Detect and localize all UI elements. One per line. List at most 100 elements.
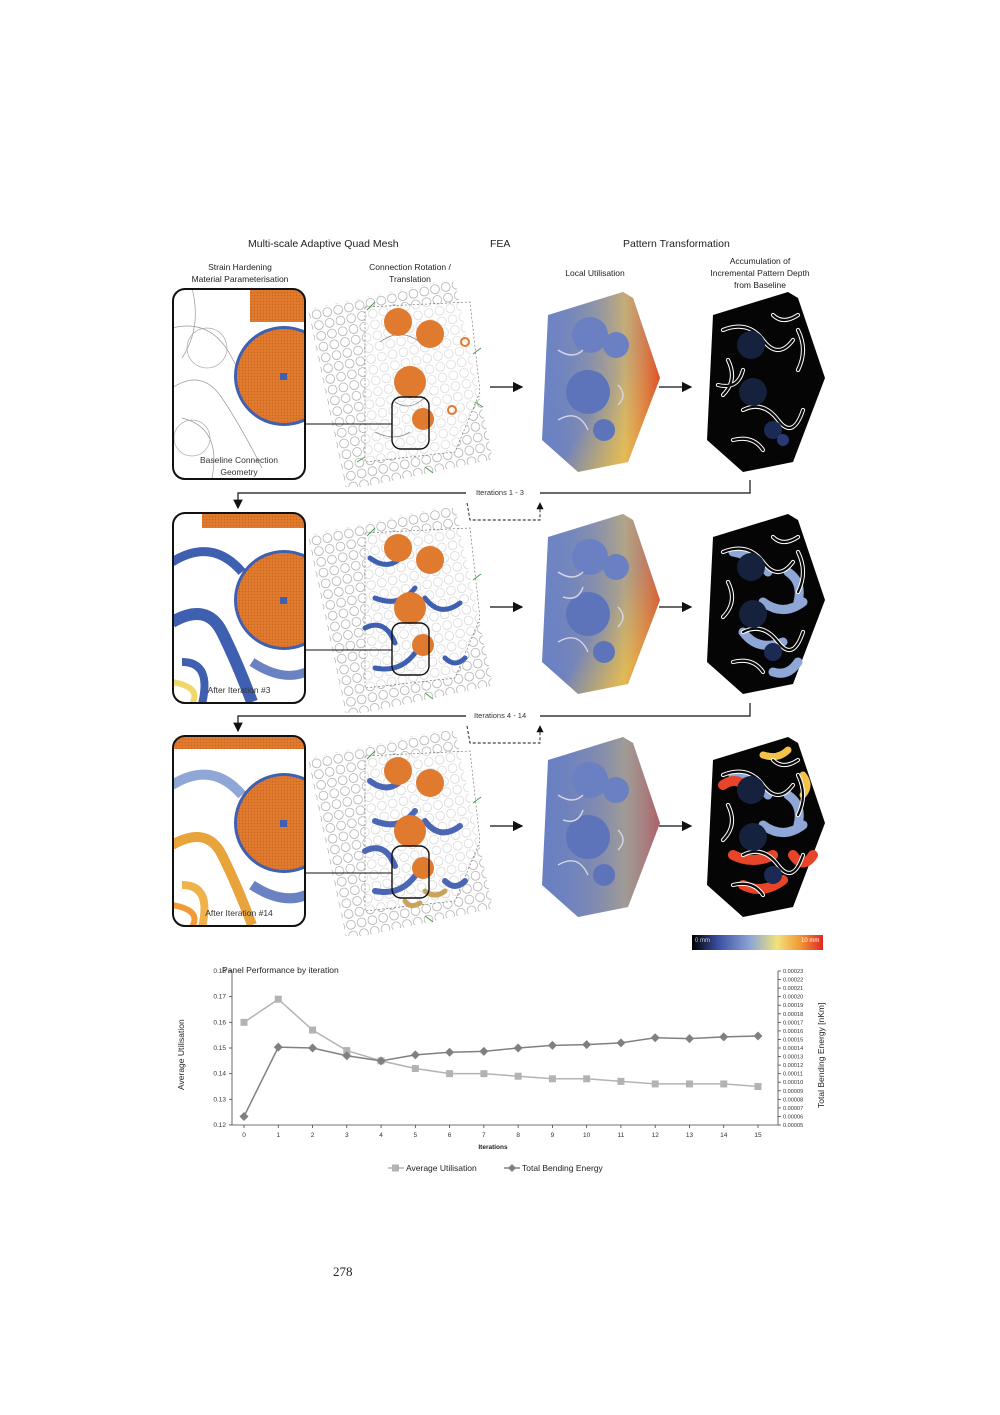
row3-caption: After Iteration #14 bbox=[180, 907, 298, 919]
y-tick-label: 0.14 bbox=[213, 1071, 226, 1078]
subheader-strain-line2: Material Parameterisation bbox=[191, 274, 289, 284]
data-point-total-bending-energy bbox=[753, 1031, 763, 1041]
y2-tick-label: 0.00016 bbox=[783, 1029, 803, 1035]
data-point-average-utilisation bbox=[617, 1077, 625, 1085]
x-tick-label: 1 bbox=[276, 1132, 280, 1139]
row3-caption-line1: After Iteration #14 bbox=[205, 908, 273, 918]
data-point-total-bending-energy bbox=[719, 1032, 729, 1042]
y-tick-label: 0.17 bbox=[213, 994, 226, 1001]
row1-arrow-to-fea bbox=[490, 381, 524, 393]
data-point-total-bending-energy bbox=[445, 1047, 455, 1057]
row2-arrow-to-fea bbox=[490, 601, 524, 613]
y2-tick-label: 0.00021 bbox=[783, 986, 803, 992]
colorbar-max-label: 10 mm bbox=[801, 938, 820, 944]
chart-title: Panel Performance by iteration bbox=[222, 965, 339, 975]
header-fea: FEA bbox=[490, 238, 511, 250]
y-tick-label: 0.18 bbox=[213, 968, 226, 975]
y2-tick-label: 0.00020 bbox=[783, 995, 803, 1001]
row2-caption: After Iteration #3 bbox=[180, 684, 298, 696]
data-point-average-utilisation bbox=[548, 1075, 556, 1083]
y2-tick-label: 0.00007 bbox=[783, 1106, 803, 1112]
data-point-total-bending-energy bbox=[410, 1050, 420, 1060]
row1-arrow-to-pattern bbox=[659, 381, 693, 393]
legend-average-utilisation: Average Utilisation bbox=[406, 1163, 477, 1173]
x-tick-label: 5 bbox=[414, 1132, 418, 1139]
data-point-total-bending-energy bbox=[582, 1040, 592, 1050]
y-tick-label: 0.13 bbox=[213, 1096, 226, 1103]
colorbar bbox=[692, 935, 823, 950]
data-point-average-utilisation bbox=[685, 1080, 693, 1088]
data-point-total-bending-energy bbox=[650, 1033, 660, 1043]
data-point-average-utilisation bbox=[240, 1018, 248, 1026]
header-pattern: Pattern Transformation bbox=[623, 238, 730, 250]
data-point-average-utilisation bbox=[754, 1083, 762, 1090]
legend-marker-square bbox=[392, 1164, 399, 1172]
x-tick-label: 4 bbox=[379, 1132, 383, 1139]
subheader-strain: Strain Hardening Material Parameterisati… bbox=[175, 261, 305, 285]
subheader-accum-line2: Incremental Pattern Depth bbox=[710, 268, 810, 278]
y2-tick-label: 0.00018 bbox=[783, 1012, 803, 1018]
data-point-total-bending-energy bbox=[308, 1043, 318, 1053]
y2-tick-label: 0.00012 bbox=[783, 1063, 803, 1069]
y-tick-label: 0.16 bbox=[213, 1019, 226, 1026]
row2-caption-line1: After Iteration #3 bbox=[207, 685, 271, 695]
x-tick-label: 7 bbox=[482, 1132, 486, 1139]
row3-arrow-to-fea bbox=[490, 820, 524, 832]
subheader-accum-line1: Accumulation of bbox=[729, 256, 791, 266]
y2-tick-label: 0.00011 bbox=[783, 1072, 803, 1078]
row1-pattern-panel bbox=[707, 292, 825, 472]
y2-tick-label: 0.00022 bbox=[783, 978, 803, 984]
row2-fea-panel bbox=[542, 514, 660, 694]
x-tick-label: 14 bbox=[720, 1132, 728, 1139]
legend-marker-diamond bbox=[508, 1164, 516, 1172]
header-mesh: Multi-scale Adaptive Quad Mesh bbox=[248, 238, 399, 250]
data-point-average-utilisation bbox=[583, 1075, 591, 1083]
data-point-average-utilisation bbox=[309, 1026, 317, 1034]
y-axis-label: Average Utilisation bbox=[176, 1019, 186, 1090]
series-line-total-bending-energy bbox=[243, 1035, 759, 1117]
page-number: 278 bbox=[333, 1264, 353, 1279]
row1-caption-line2: Geometry bbox=[220, 467, 258, 477]
data-point-total-bending-energy bbox=[513, 1043, 523, 1053]
data-point-total-bending-energy bbox=[376, 1056, 386, 1066]
x-axis-label: Iterations bbox=[478, 1144, 508, 1151]
data-point-total-bending-energy bbox=[239, 1111, 249, 1121]
row2-arrow-to-pattern bbox=[659, 601, 693, 613]
data-point-average-utilisation bbox=[343, 1047, 351, 1055]
y2-axis-label: Total Bending Energy [nKm] bbox=[816, 1003, 826, 1108]
y2-tick-label: 0.00008 bbox=[783, 1097, 803, 1103]
y2-tick-label: 0.00009 bbox=[783, 1089, 803, 1095]
subheader-connection: Connection Rotation / Translation bbox=[345, 261, 475, 285]
subheader-accum-line3: from Baseline bbox=[734, 280, 786, 290]
legend-total-bending-energy: Total Bending Energy bbox=[522, 1163, 604, 1173]
subheader-local-utilisation: Local Utilisation bbox=[565, 268, 625, 278]
loop1-connector bbox=[233, 480, 751, 521]
data-point-average-utilisation bbox=[720, 1080, 728, 1088]
data-point-average-utilisation bbox=[480, 1070, 488, 1078]
chart-series bbox=[239, 995, 763, 1121]
data-point-average-utilisation bbox=[411, 1065, 419, 1073]
colorbar-min-label: 0 mm bbox=[695, 938, 710, 944]
data-point-total-bending-energy bbox=[479, 1046, 489, 1056]
x-tick-label: 3 bbox=[345, 1132, 349, 1139]
data-point-average-utilisation bbox=[514, 1072, 522, 1080]
y2-axis-ticks: 0.00023 0.00022 0.00021 0.00020 0.00019 0.000… bbox=[777, 969, 803, 1129]
y2-tick-label: 0.00013 bbox=[783, 1055, 803, 1061]
row1-detail-panel bbox=[172, 288, 306, 480]
row1-caption: Baseline Connection Geometry bbox=[180, 454, 298, 478]
y2-tick-label: 0.00014 bbox=[783, 1046, 803, 1052]
subheader-connection-line1: Connection Rotation / bbox=[369, 262, 451, 272]
y2-tick-label: 0.00017 bbox=[783, 1020, 803, 1026]
row3-mesh-panel bbox=[305, 731, 494, 936]
data-point-average-utilisation bbox=[651, 1080, 659, 1088]
y-tick-label: 0.12 bbox=[213, 1122, 226, 1129]
row1-fea-panel bbox=[542, 292, 660, 472]
subheader-strain-line1: Strain Hardening bbox=[208, 262, 272, 272]
x-axis-ticks: 0 1 2 3 4 5 6 7 8 9 10 11 12 13 14 15 bbox=[232, 1124, 778, 1139]
row2-detail-panel bbox=[172, 512, 306, 704]
data-point-total-bending-energy bbox=[684, 1034, 694, 1044]
x-tick-label: 8 bbox=[516, 1132, 520, 1139]
y2-tick-label: 0.00005 bbox=[783, 1123, 803, 1129]
chart-legend: Average Utilisation Total Bending Energy bbox=[388, 1163, 604, 1173]
y2-tick-label: 0.00010 bbox=[783, 1080, 803, 1086]
